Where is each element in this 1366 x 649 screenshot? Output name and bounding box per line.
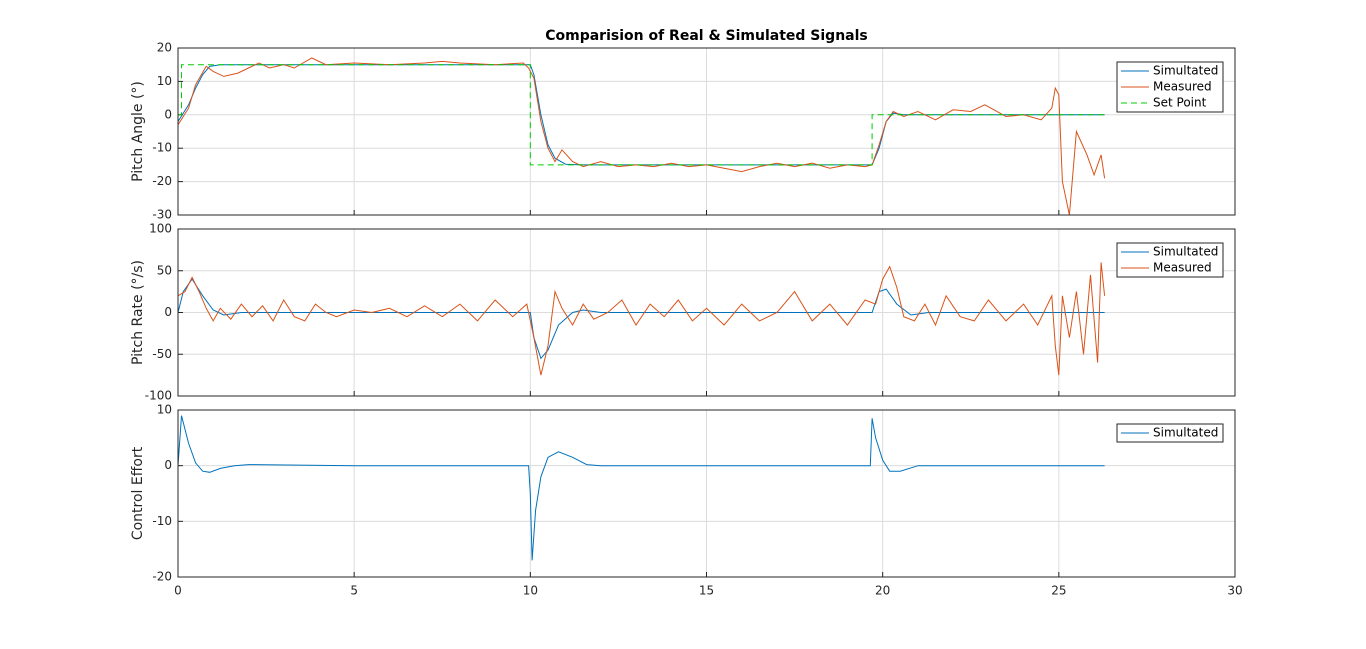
y-tick-label: -10 [152, 141, 172, 155]
y-tick-label: 50 [157, 263, 172, 277]
x-tick-label: 25 [1051, 584, 1066, 598]
legend-label: Simultated [1153, 245, 1218, 259]
y-tick-label: 10 [157, 74, 172, 88]
series-line [178, 64, 1105, 166]
y-tick-label: 10 [157, 403, 172, 417]
x-tick-label: 15 [699, 584, 714, 598]
y-tick-label: 0 [164, 458, 172, 472]
y-tick-label: -20 [152, 174, 172, 188]
legend-label: Simultated [1153, 64, 1218, 78]
legend-label: Set Point [1153, 96, 1207, 110]
y-tick-label: -10 [152, 514, 172, 528]
legend-label: Measured [1153, 261, 1212, 275]
y-tick-label: -100 [145, 389, 172, 403]
y-tick-label: 100 [149, 222, 172, 236]
x-tick-label: 10 [523, 584, 538, 598]
legend-box [1116, 242, 1224, 278]
x-tick-label: 5 [350, 584, 358, 598]
y-axis-label: Pitch Angle (°) [130, 81, 146, 182]
axes-box [177, 47, 1236, 216]
y-tick-label: 0 [164, 305, 172, 319]
x-tick-label: 30 [1227, 584, 1242, 598]
series-line [177, 415, 1105, 561]
legend-label: Simultated [1153, 426, 1218, 440]
axes-box [177, 228, 1236, 397]
y-axis-label: Pitch Rate (°/s) [130, 260, 146, 365]
series-line [177, 262, 1106, 376]
y-tick-label: -20 [152, 570, 172, 584]
x-tick-label: 0 [174, 584, 182, 598]
y-tick-label: -30 [152, 208, 172, 222]
legend-box [1116, 423, 1224, 443]
axes-box [177, 409, 1236, 578]
chart-title: Comparision of Real & Simulated Signals [545, 28, 868, 44]
x-tick-label: 20 [875, 584, 890, 598]
y-tick-label: -50 [152, 347, 172, 361]
y-tick-label: 0 [164, 107, 172, 121]
series-line [177, 278, 1105, 360]
y-axis-label: Control Effort [130, 446, 146, 540]
y-tick-label: 20 [157, 41, 172, 55]
legend-label: Measured [1153, 80, 1212, 94]
